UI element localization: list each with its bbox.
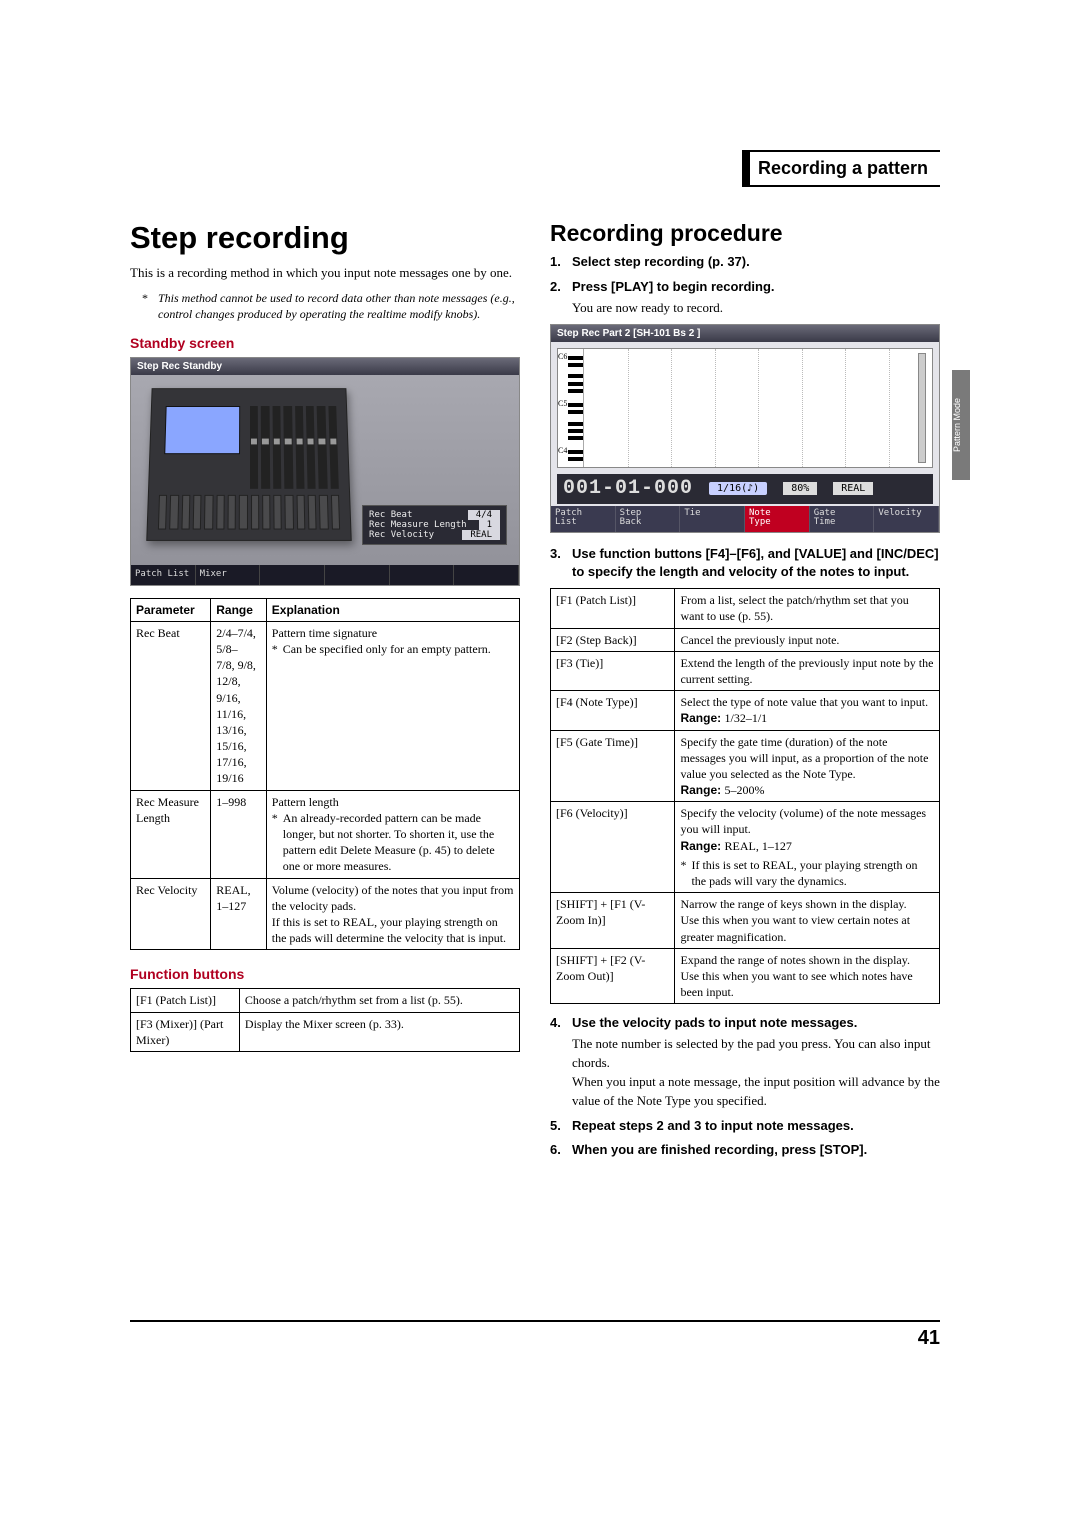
step-1: Select step recording (p. 37). — [550, 253, 940, 272]
step-3: Use function buttons [F4]–[F6], and [VAL… — [550, 545, 940, 583]
table-row: [F3 (Tie)]Extend the length of the previ… — [551, 651, 940, 690]
steps-list: Select step recording (p. 37). Press [PL… — [550, 253, 940, 318]
page-rule — [130, 1320, 940, 1322]
fn-subhead: Function buttons — [130, 966, 520, 982]
parameter-table: Parameter Range Explanation Rec Beat 2/4… — [130, 598, 520, 951]
table-row: [F6 (Velocity)] Specify the velocity (vo… — [551, 802, 940, 893]
table-row: Rec Velocity REAL, 1–127 Volume (velocit… — [131, 878, 520, 950]
h1-step-recording: Step recording — [130, 220, 520, 256]
steprec-fkeys: Patch List Step Back Tie Note Type Gate … — [551, 506, 939, 532]
h2-recording-procedure: Recording procedure — [550, 220, 940, 247]
piano-roll: C6 C5 C4 — [557, 348, 933, 468]
steps-list-3: Use the velocity pads to input note mess… — [550, 1014, 940, 1160]
right-column: Recording procedure Select step recordin… — [550, 220, 940, 1166]
standby-screenshot: Step Rec Standby — [130, 357, 520, 586]
table-row: [SHIFT] + [F2 (V-Zoom Out)]Expand the ra… — [551, 948, 940, 1004]
function-buttons-table: [F1 (Patch List)] Choose a patch/rhythm … — [130, 988, 520, 1052]
footnote-text: This method cannot be used to record dat… — [158, 290, 520, 322]
page-header: Recording a pattern — [742, 150, 940, 187]
th-parameter: Parameter — [131, 598, 211, 621]
table-row: [F2 (Step Back)]Cancel the previously in… — [551, 628, 940, 651]
side-tab: Pattern Mode — [952, 370, 970, 480]
th-range: Range — [211, 598, 267, 621]
th-explanation: Explanation — [266, 598, 519, 621]
steprec-titlebar: Step Rec Part 2 [SH-101 Bs 2 ] — [551, 325, 939, 342]
step-5: Repeat steps 2 and 3 to input note messa… — [550, 1117, 940, 1136]
table-row: [SHIFT] + [F1 (V-Zoom In)]Narrow the ran… — [551, 893, 940, 949]
left-column: Step recording This is a recording metho… — [130, 220, 520, 1052]
table-row: [F5 (Gate Time)] Specify the gate time (… — [551, 730, 940, 802]
steprec-readout: 001-01-000 1/16(♪) 80% REAL — [557, 474, 933, 504]
step-4: Use the velocity pads to input note mess… — [550, 1014, 940, 1110]
header-title: Recording a pattern — [758, 158, 928, 178]
reference-buttons-table: [F1 (Patch List)]From a list, select the… — [550, 588, 940, 1004]
step-6: When you are finished recording, press [… — [550, 1141, 940, 1160]
table-row: [F3 (Mixer)] (Part Mixer) Display the Mi… — [131, 1012, 520, 1051]
standby-param-overlay: Rec Beat4/4 Rec Measure Length1 Rec Velo… — [362, 505, 507, 545]
page-number: 41 — [918, 1327, 940, 1350]
standby-titlebar: Step Rec Standby — [131, 358, 519, 375]
table-row: [F1 (Patch List)] Choose a patch/rhythm … — [131, 989, 520, 1012]
table-row: Rec Measure Length 1–998 Pattern length … — [131, 790, 520, 878]
intro-text: This is a recording method in which you … — [130, 264, 520, 282]
footnote: * This method cannot be used to record d… — [142, 290, 520, 322]
standby-fkeys: Patch List Mixer — [131, 565, 519, 585]
step-2: Press [PLAY] to begin recording. You are… — [550, 278, 940, 318]
standby-subhead: Standby screen — [130, 335, 520, 351]
steps-list-2: Use function buttons [F4]–[F6], and [VAL… — [550, 545, 940, 583]
table-row: Rec Beat 2/4–7/4, 5/8– 7/8, 9/8, 12/8, 9… — [131, 621, 520, 790]
footnote-star: * — [142, 290, 158, 322]
table-row: [F1 (Patch List)]From a list, select the… — [551, 589, 940, 628]
steprec-screenshot: Step Rec Part 2 [SH-101 Bs 2 ] C6 C5 C4 — [550, 324, 940, 533]
table-row: [F4 (Note Type)] Select the type of note… — [551, 691, 940, 730]
device-render — [146, 388, 352, 541]
